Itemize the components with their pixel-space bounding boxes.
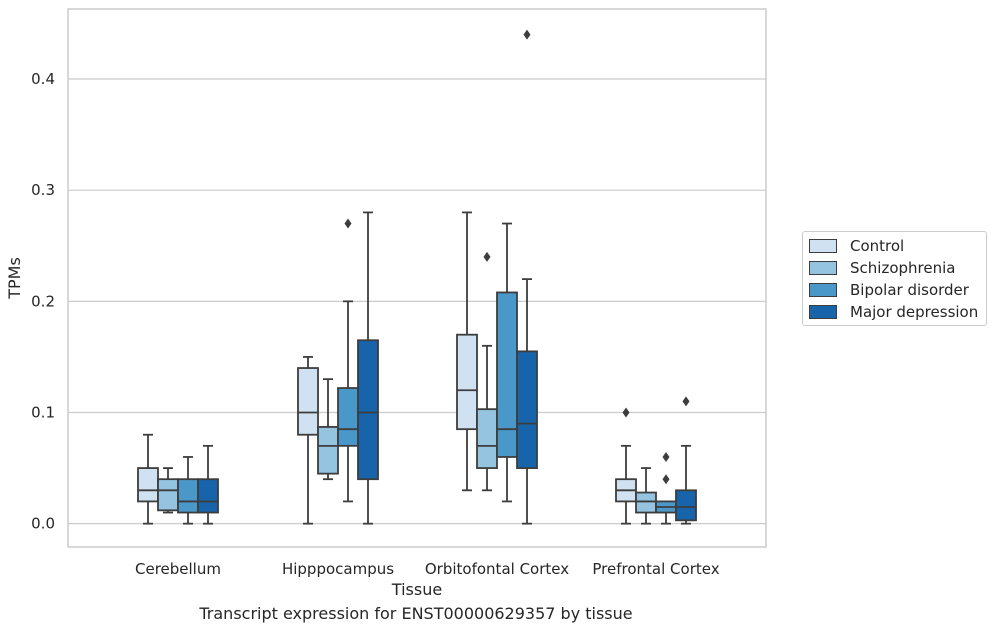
iqr-major-depression-prefrontal-cortex xyxy=(675,489,697,522)
flier-bipolar-disorder-prefrontal-cortex-0 xyxy=(662,474,670,485)
xtick-label-prefrontal-cortex: Prefrontal Cortex xyxy=(592,560,719,578)
iqr-bipolar-disorder-hipppocampus xyxy=(337,387,359,447)
box-bipolar-disorder-orbitofontal-cortex xyxy=(496,222,518,503)
xtick-label-orbitofontal-cortex: Orbitofontal Cortex xyxy=(425,560,569,578)
legend-item-major-depression: Major depression xyxy=(809,302,978,322)
iqr-control-orbitofontal-cortex xyxy=(456,333,478,431)
iqr-major-depression-cerebellum xyxy=(197,478,219,514)
box-schizophrenia-cerebellum xyxy=(157,467,179,514)
iqr-schizophrenia-hipppocampus xyxy=(317,426,339,475)
iqr-major-depression-orbitofontal-cortex xyxy=(516,350,538,469)
box-schizophrenia-orbitofontal-cortex xyxy=(476,251,498,492)
box-schizophrenia-hipppocampus xyxy=(317,378,339,481)
ytick-label-2: 0.2 xyxy=(31,292,55,310)
flier-major-depression-orbitofontal-cortex-0 xyxy=(523,29,531,40)
ytick-label-1: 0.1 xyxy=(31,404,55,422)
box-control-prefrontal-cortex xyxy=(615,407,637,525)
box-major-depression-cerebellum xyxy=(197,444,219,525)
iqr-control-hipppocampus xyxy=(297,367,319,436)
legend-swatch-schizophrenia xyxy=(809,261,837,275)
ytick-label-4: 0.4 xyxy=(31,70,55,88)
xtick-label-hipppocampus: Hipppocampus xyxy=(282,560,394,578)
legend-swatch-bipolar-disorder xyxy=(809,283,837,297)
y-axis-title: TPMs xyxy=(5,257,24,300)
flier-control-prefrontal-cortex-0 xyxy=(622,407,630,418)
ytick-label-3: 0.3 xyxy=(31,181,55,199)
plot-frame xyxy=(67,8,767,548)
flier-major-depression-prefrontal-cortex-0 xyxy=(682,396,690,407)
box-bipolar-disorder-prefrontal-cortex xyxy=(655,451,677,525)
box-control-cerebellum xyxy=(137,433,159,525)
x-axis-title: Tissue xyxy=(391,580,442,599)
legend-item-schizophrenia: Schizophrenia xyxy=(809,258,955,278)
iqr-schizophrenia-prefrontal-cortex xyxy=(635,491,657,514)
iqr-bipolar-disorder-orbitofontal-cortex xyxy=(496,291,518,458)
box-control-hipppocampus xyxy=(297,356,319,525)
legend-label-bipolar-disorder: Bipolar disorder xyxy=(850,281,969,299)
iqr-bipolar-disorder-cerebellum xyxy=(177,478,199,514)
box-bipolar-disorder-hipppocampus xyxy=(337,218,359,503)
legend-item-bipolar-disorder: Bipolar disorder xyxy=(809,280,969,300)
flier-bipolar-disorder-prefrontal-cortex-1 xyxy=(662,451,670,462)
legend-swatch-control xyxy=(809,239,837,253)
legend-item-control: Control xyxy=(809,236,904,256)
box-schizophrenia-prefrontal-cortex xyxy=(635,467,657,525)
legend-label-schizophrenia: Schizophrenia xyxy=(850,259,956,277)
figure-caption: Transcript expression for ENST0000062935… xyxy=(199,604,633,623)
iqr-schizophrenia-orbitofontal-cortex xyxy=(476,408,498,469)
box-bipolar-disorder-cerebellum xyxy=(177,456,199,525)
box-major-depression-orbitofontal-cortex xyxy=(516,29,538,525)
legend-label-control: Control xyxy=(850,237,905,255)
box-major-depression-prefrontal-cortex xyxy=(675,396,697,525)
legend-swatch-major-depression xyxy=(809,305,837,319)
box-control-orbitofontal-cortex xyxy=(456,211,478,492)
flier-schizophrenia-orbitofontal-cortex-0 xyxy=(483,251,491,262)
flier-bipolar-disorder-hipppocampus-0 xyxy=(344,218,352,229)
box-major-depression-hipppocampus xyxy=(357,211,379,525)
xtick-label-cerebellum: Cerebellum xyxy=(135,560,221,578)
iqr-major-depression-hipppocampus xyxy=(357,339,379,481)
iqr-schizophrenia-cerebellum xyxy=(157,478,179,512)
ytick-label-0: 0.0 xyxy=(31,515,55,533)
chart-legend: Control Schizophrenia Bipolar disorder M… xyxy=(802,231,987,326)
legend-label-major-depression: Major depression xyxy=(850,303,979,321)
iqr-control-cerebellum xyxy=(137,467,159,503)
